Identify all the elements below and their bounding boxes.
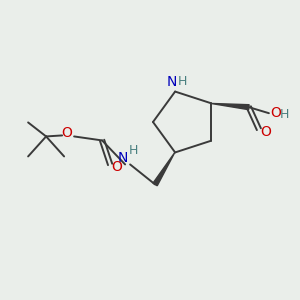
Text: O: O: [271, 106, 281, 120]
Text: O: O: [260, 125, 271, 139]
Text: H: H: [177, 75, 187, 88]
Text: O: O: [112, 160, 122, 174]
Text: H: H: [280, 108, 289, 121]
Polygon shape: [153, 152, 175, 186]
Text: N: N: [118, 152, 128, 165]
Text: N: N: [167, 75, 177, 88]
Text: H: H: [128, 144, 138, 157]
Polygon shape: [211, 103, 249, 110]
Text: O: O: [62, 126, 73, 140]
